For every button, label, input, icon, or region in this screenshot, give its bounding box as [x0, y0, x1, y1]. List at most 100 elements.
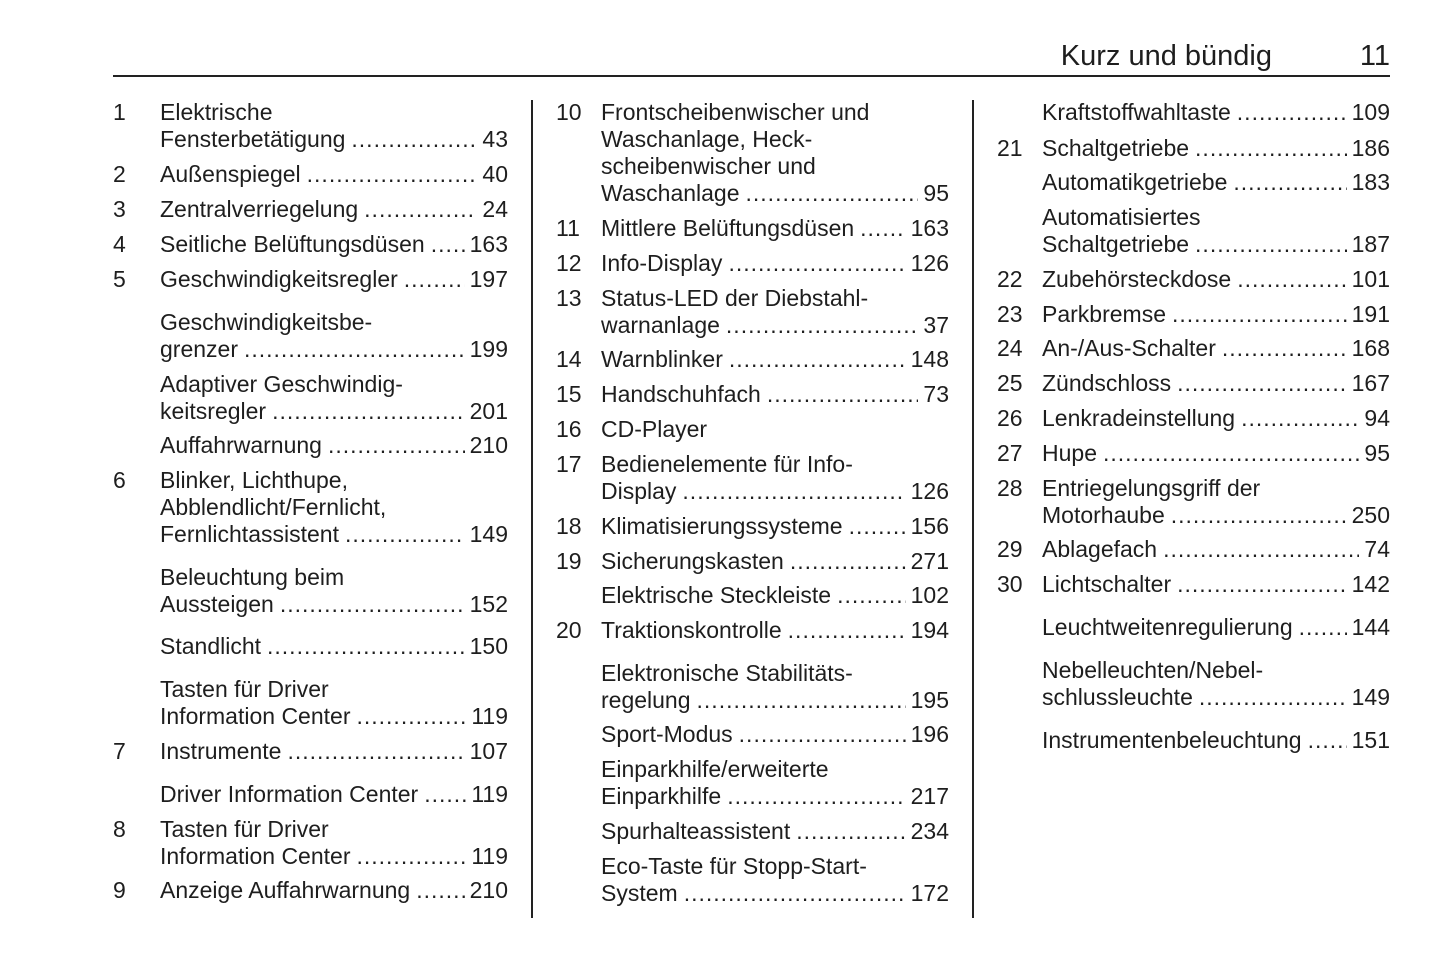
dot-leader — [424, 781, 466, 808]
entry-number: 10 — [556, 99, 582, 125]
entry-number: 20 — [556, 617, 582, 643]
entry-number: 25 — [997, 370, 1023, 396]
page-reference: 109 — [1351, 99, 1390, 125]
entry-title: Geschwindigkeitsregler — [160, 266, 398, 292]
entry-title: Handschuhfach — [601, 381, 761, 407]
page-reference: 24 — [482, 196, 508, 222]
entry-number: 1 — [113, 99, 126, 125]
dot-leader — [796, 818, 905, 845]
entry-number: 23 — [997, 301, 1023, 327]
entry-title: Adaptiver Geschwindig- — [160, 371, 403, 397]
page-reference: 172 — [910, 880, 949, 906]
entry-number: 5 — [113, 266, 126, 292]
entry-title: Parkbremse — [1042, 301, 1166, 327]
entry-title: Information Center — [160, 843, 351, 869]
entry-title: grenzer — [160, 336, 238, 362]
page-reference: 126 — [910, 250, 949, 276]
entry-number: 4 — [113, 231, 126, 257]
dot-leader — [1172, 301, 1347, 328]
entry-title: Entriegelungsgriff der — [1042, 475, 1261, 501]
page-reference: 271 — [910, 548, 949, 574]
entry-number: 22 — [997, 266, 1023, 292]
dot-leader — [788, 617, 906, 644]
dot-leader — [1233, 169, 1346, 196]
dot-leader — [431, 231, 465, 258]
page-reference: 149 — [469, 521, 508, 547]
entry-title: Display — [601, 478, 677, 504]
entry-title: Lenkradeinstellung — [1042, 405, 1236, 431]
page-reference: 163 — [910, 215, 949, 241]
page-number: 11 — [1359, 40, 1390, 72]
entry-title: Information Center — [160, 703, 351, 729]
dot-leader — [746, 180, 919, 207]
dot-leader — [1299, 614, 1347, 641]
entry-number: 6 — [113, 467, 126, 493]
entry-title: Warnblinker — [601, 346, 723, 372]
page-reference: 210 — [469, 432, 508, 458]
dot-leader — [726, 312, 918, 339]
entry-number: 27 — [997, 440, 1023, 466]
entry-title: Mittlere Belüftungsdüsen — [601, 215, 855, 241]
entry-number: 11 — [556, 215, 580, 241]
page-reference: 234 — [910, 818, 949, 844]
dot-leader — [416, 877, 464, 904]
entry-number: 17 — [556, 451, 582, 477]
entry-title: Bedienelemente für Info- — [601, 451, 853, 477]
entry-title: Einparkhilfe/erweiterte — [601, 756, 829, 782]
page-reference: 167 — [1351, 370, 1390, 396]
page-reference: 168 — [1351, 335, 1390, 361]
page-reference: 119 — [471, 703, 508, 729]
dot-leader — [1308, 727, 1347, 754]
dot-leader — [684, 880, 906, 907]
entry-number: 19 — [556, 548, 582, 574]
entry-title: Frontscheibenwischer und — [601, 99, 870, 125]
entry-title: CD-Player — [601, 416, 708, 442]
entry-title: Zündschloss — [1042, 370, 1172, 396]
dot-leader — [1237, 99, 1347, 126]
entry-title: Hupe — [1042, 440, 1097, 466]
dot-leader — [364, 196, 477, 223]
entry-title: Außenspiegel — [160, 161, 301, 187]
entry-number: 9 — [113, 877, 126, 903]
entry-number: 14 — [556, 346, 582, 372]
header-rule — [113, 75, 1390, 77]
entry-title: Automatisiertes — [1042, 204, 1201, 230]
entry-title: Auffahrwarnung — [160, 432, 322, 458]
entry-title: schlussleuchte — [1042, 684, 1193, 710]
dot-leader — [1222, 335, 1347, 362]
page-reference: 74 — [1364, 536, 1390, 562]
page-reference: 196 — [910, 721, 949, 747]
column-divider — [531, 100, 533, 918]
page-reference: 199 — [469, 336, 508, 362]
page-reference: 250 — [1351, 502, 1390, 528]
dot-leader — [790, 548, 906, 575]
dot-leader — [837, 582, 906, 609]
entry-title: Fensterbetätigung — [160, 126, 346, 152]
entry-title: Sicherungskasten — [601, 548, 784, 574]
entry-title: Blinker, Lichthupe, — [160, 467, 348, 493]
dot-leader — [739, 721, 906, 748]
page-reference: 102 — [910, 582, 949, 608]
dot-leader — [860, 215, 905, 242]
entry-number: 29 — [997, 536, 1023, 562]
dot-leader — [1195, 231, 1347, 258]
dot-leader — [1177, 370, 1347, 397]
entry-title: System — [601, 880, 678, 906]
page-reference: 37 — [923, 312, 949, 338]
entry-title: Info-Display — [601, 250, 723, 276]
page-reference: 149 — [1351, 684, 1390, 710]
column-divider — [972, 100, 974, 918]
entry-number: 18 — [556, 513, 582, 539]
entry-title: Standlicht — [160, 633, 262, 659]
entry-title: Zentralverriegelung — [160, 196, 359, 222]
entry-title: scheibenwischer und — [601, 153, 816, 179]
page-reference: 107 — [469, 738, 508, 764]
dot-leader — [1241, 405, 1359, 432]
entry-title: Zubehörsteckdose — [1042, 266, 1232, 292]
page-reference: 210 — [469, 877, 508, 903]
entry-title: Ablagefach — [1042, 536, 1158, 562]
dot-leader — [697, 687, 906, 714]
entry-number: 26 — [997, 405, 1023, 431]
entry-title: Eco-Taste für Stopp-Start- — [601, 853, 867, 879]
page-reference: 197 — [469, 266, 508, 292]
